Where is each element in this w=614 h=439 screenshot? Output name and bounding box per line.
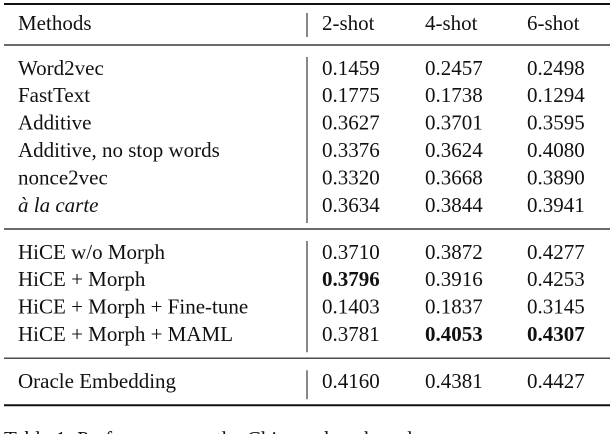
method-name: Word2vec [18,56,104,80]
score-cell: 0.4053 [425,322,483,346]
column-header: Methods [18,11,92,35]
score-cell: 0.3796 [322,267,380,291]
score-cell: 0.3668 [425,165,483,189]
column-header: 4-shot [425,11,478,35]
score-cell: 0.1459 [322,56,380,80]
score-cell: 0.3844 [425,193,483,217]
score-cell: 0.4253 [527,267,585,291]
method-name: Additive [18,111,92,135]
score-cell: 0.4277 [527,240,585,264]
method-name: à la carte [18,193,98,217]
score-cell: 0.1738 [425,83,483,107]
column-header: 6-shot [527,11,580,35]
score-cell: 0.3890 [527,165,585,189]
score-cell: 0.3916 [425,267,483,291]
score-cell: 0.1403 [322,295,380,319]
score-cell: 0.3145 [527,295,585,319]
score-cell: 0.3624 [425,138,483,162]
score-cell: 0.3595 [527,111,585,135]
score-cell: 0.2457 [425,56,483,80]
score-cell: 0.3781 [322,322,380,346]
method-name: HiCE w/o Morph [18,240,166,264]
score-cell: 0.3941 [527,193,585,217]
score-cell: 0.1294 [527,83,585,107]
score-cell: 0.3320 [322,165,380,189]
score-cell: 0.1837 [425,295,483,319]
caption: Table 1: Performance on the Chimera benc… [4,427,418,434]
score-cell: 0.4427 [527,369,585,393]
method-name: HiCE + Morph + MAML [18,322,233,346]
score-cell: 0.1775 [322,83,380,107]
method-name: HiCE + Morph [18,267,146,291]
score-cell: 0.4160 [322,369,380,393]
score-cell: 0.2498 [527,56,585,80]
score-cell: 0.4080 [527,138,585,162]
score-cell: 0.3701 [425,111,483,135]
method-name: nonce2vec [18,165,108,189]
score-cell: 0.4307 [527,322,585,346]
method-name: Oracle Embedding [18,369,177,393]
score-cell: 0.3376 [322,138,380,162]
score-cell: 0.4381 [425,369,483,393]
column-header: 2-shot [322,11,375,35]
score-cell: 0.3634 [322,193,380,217]
score-cell: 0.3872 [425,240,483,264]
method-name: Additive, no stop words [18,138,220,162]
score-cell: 0.3627 [322,111,380,135]
score-cell: 0.3710 [322,240,380,264]
method-name: FastText [18,83,90,107]
method-name: HiCE + Morph + Fine-tune [18,295,248,319]
